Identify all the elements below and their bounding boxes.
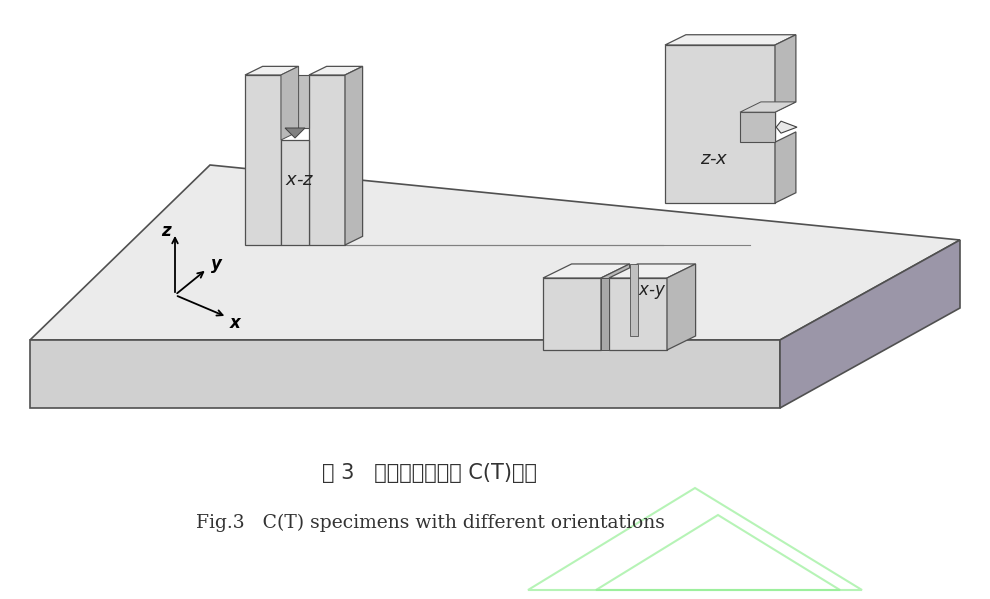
Polygon shape [775,35,796,112]
Text: 图 3   不同测试方向的 C(T)试样: 图 3 不同测试方向的 C(T)试样 [323,463,538,483]
Text: Fig.3   C(T) specimens with different orientations: Fig.3 C(T) specimens with different orie… [196,514,664,532]
Polygon shape [30,340,780,408]
Polygon shape [309,66,362,75]
Polygon shape [281,66,299,140]
Polygon shape [665,35,796,45]
Text: $z$-$x$: $z$-$x$ [700,150,729,168]
Polygon shape [345,66,362,245]
Polygon shape [245,66,299,75]
Polygon shape [740,112,775,142]
Polygon shape [245,75,281,245]
Polygon shape [543,264,630,278]
Polygon shape [285,128,305,138]
Polygon shape [775,132,796,203]
Polygon shape [609,278,667,350]
Polygon shape [30,165,960,340]
Text: $x$-$y$: $x$-$y$ [639,283,666,301]
Polygon shape [601,278,609,350]
Polygon shape [601,264,630,350]
Polygon shape [740,102,796,112]
Polygon shape [665,45,775,203]
Polygon shape [281,75,309,128]
Polygon shape [543,278,601,350]
Polygon shape [630,264,638,336]
Polygon shape [780,240,960,408]
Text: y: y [211,255,222,273]
Text: $x$-$z$: $x$-$z$ [285,171,315,189]
Polygon shape [281,140,309,245]
Polygon shape [776,121,797,133]
Polygon shape [667,264,696,350]
Polygon shape [609,264,696,278]
Polygon shape [309,75,345,245]
Text: x: x [230,314,241,332]
Text: z: z [161,222,171,240]
